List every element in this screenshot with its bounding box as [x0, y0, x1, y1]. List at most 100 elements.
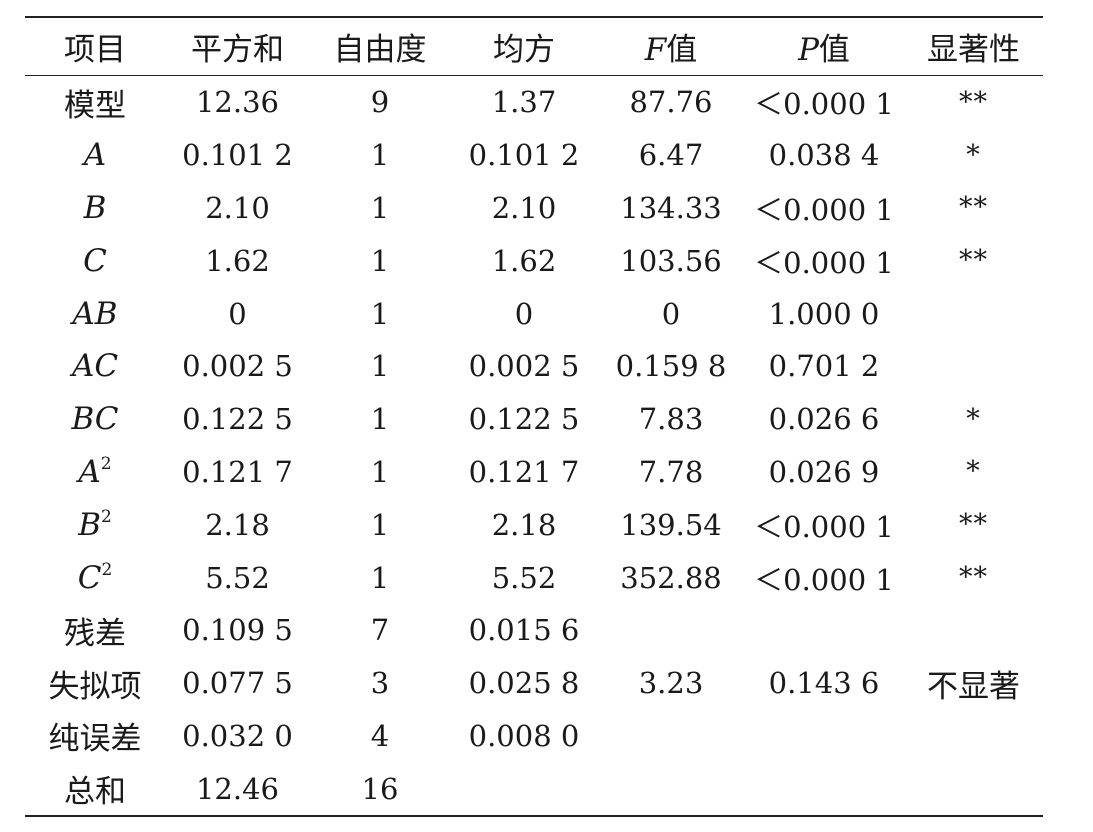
cell-f-value: 103.56: [620, 243, 722, 278]
cell-df: 1: [370, 243, 390, 278]
cell-df: 1: [370, 454, 390, 489]
cell-p-value: 0.038 4: [768, 138, 880, 173]
row-label-exponent: 2: [101, 559, 113, 580]
cell-significance: *: [966, 403, 981, 435]
cell-f-value: 0: [661, 296, 681, 331]
cell-p-value: ＜0.000 1: [754, 87, 894, 122]
row-label-text: AC: [71, 348, 119, 385]
cell-f-value: 134.33: [620, 190, 722, 225]
row-label-text: C: [83, 242, 107, 279]
cell-significance: 不显著: [927, 668, 1020, 705]
table-row: AB 0 1 0 0 1.000 0: [25, 287, 1043, 340]
table-row: C 1.62 1 1.62 103.56 ＜0.000 1 **: [25, 234, 1043, 287]
header-df: 自由度: [333, 32, 427, 68]
cell-f-value: [598, 710, 744, 763]
cell-sum-of-squares: 1.62: [205, 243, 270, 278]
row-label: 失拟项: [25, 657, 165, 710]
row-label-text: 模型: [64, 87, 126, 124]
cell-df: 1: [370, 560, 390, 595]
cell-f-value: [598, 762, 744, 816]
row-label-text: A: [78, 453, 101, 490]
row-label-exponent: 2: [100, 453, 112, 474]
row-label: C: [25, 234, 165, 287]
cell-sum-of-squares: 2.18: [205, 507, 270, 542]
cell-df: 7: [370, 613, 390, 648]
table-row: AC 0.002 5 1 0.002 5 0.159 8 0.701 2: [25, 340, 1043, 393]
cell-f-value: 352.88: [620, 560, 722, 595]
cell-df: 16: [361, 771, 399, 806]
cell-df: 1: [370, 190, 390, 225]
cell-f-value: 139.54: [620, 507, 722, 542]
row-label: AB: [25, 287, 165, 340]
cell-sum-of-squares: 12.36: [195, 85, 280, 120]
cell-f-value: 87.76: [629, 85, 713, 120]
header-sum-of-squares: 平方和: [191, 32, 284, 68]
cell-sum-of-squares: 2.10: [205, 190, 270, 225]
table-row: BC 0.122 5 1 0.122 5 7.83 0.026 6 *: [25, 393, 1043, 446]
row-label-text: B: [83, 189, 107, 226]
cell-significance: *: [966, 139, 981, 171]
cell-p-value: ＜0.000 1: [754, 192, 894, 227]
row-label-text: 总和: [64, 774, 126, 811]
anova-table: 项目 平方和 自由度 均方 F值 P值 显著性 模型 12.36 9 1.37 87.7…: [25, 16, 1043, 817]
cell-mean-square: 0.002 5: [468, 349, 580, 384]
cell-f-value: 7.78: [638, 454, 704, 489]
table-row: 残差 0.109 5 7 0.015 6: [25, 604, 1043, 657]
table-row: 纯误差 0.032 0 4 0.008 0: [25, 710, 1043, 763]
cell-df: 1: [370, 296, 390, 331]
cell-mean-square: [450, 762, 598, 816]
cell-mean-square: 2.10: [491, 190, 557, 225]
cell-p-value: [744, 604, 904, 657]
cell-df: 9: [370, 85, 390, 120]
table-body: 模型 12.36 9 1.37 87.76 ＜0.000 1 ** A 0.101 2 1 0.10…: [25, 76, 1043, 817]
cell-mean-square: 0.122 5: [468, 402, 580, 437]
table-row: A2 0.121 7 1 0.121 7 7.78 0.026 9 *: [25, 446, 1043, 499]
cell-significance: [904, 710, 1043, 763]
cell-sum-of-squares: 0.101 2: [182, 138, 293, 173]
table-row: 模型 12.36 9 1.37 87.76 ＜0.000 1 **: [25, 76, 1043, 129]
table-row: 失拟项 0.077 5 3 0.025 8 3.23 0.143 6 不显著: [25, 657, 1043, 710]
row-label-text: C: [77, 559, 102, 596]
cell-sum-of-squares: 0.032 0: [182, 718, 293, 753]
cell-mean-square: 0.008 0: [468, 718, 580, 753]
cell-f-value: [598, 604, 744, 657]
header-significance: 显著性: [927, 32, 1020, 68]
cell-significance: [904, 762, 1043, 816]
cell-df: 1: [370, 402, 390, 437]
cell-sum-of-squares: 0.109 5: [182, 613, 293, 648]
table-row: C2 5.52 1 5.52 352.88 ＜0.000 1 **: [25, 551, 1043, 604]
row-label: 纯误差: [25, 710, 165, 763]
row-label: A2: [25, 446, 165, 499]
cell-significance: [904, 604, 1043, 657]
header-item: 项目: [64, 32, 126, 68]
row-label-text: A: [83, 137, 107, 174]
cell-sum-of-squares: 5.52: [205, 560, 270, 595]
row-label: A: [25, 129, 165, 182]
cell-sum-of-squares: 12.46: [195, 771, 280, 806]
cell-mean-square: 0.101 2: [468, 138, 580, 173]
cell-p-value: ＜0.000 1: [754, 562, 894, 597]
table-row: A 0.101 2 1 0.101 2 6.47 0.038 4 *: [25, 129, 1043, 182]
cell-sum-of-squares: 0.002 5: [182, 349, 293, 384]
cell-df: 4: [370, 718, 390, 753]
cell-mean-square: 0.025 8: [468, 666, 580, 701]
cell-df: 1: [370, 349, 390, 384]
row-label: B2: [25, 498, 165, 551]
header-f-suffix: 值: [666, 32, 698, 68]
row-label-exponent: 2: [100, 506, 112, 527]
header-p-value: P值: [744, 17, 904, 76]
row-label: 模型: [25, 76, 165, 129]
anova-table-container: 项目 平方和 自由度 均方 F值 P值 显著性 模型 12.36 9 1.37 87.7…: [25, 16, 1043, 817]
cell-sum-of-squares: 0.122 5: [182, 402, 293, 437]
cell-f-value: 7.83: [638, 402, 704, 437]
row-label: 残差: [25, 604, 165, 657]
header-p-suffix: 值: [818, 32, 850, 68]
row-label: AC: [25, 340, 165, 393]
cell-p-value: 0.701 2: [768, 349, 880, 384]
row-label: BC: [25, 393, 165, 446]
cell-p-value: 0.026 9: [768, 454, 880, 489]
header-row: 项目 平方和 自由度 均方 F值 P值 显著性: [25, 17, 1043, 76]
cell-significance: [904, 340, 1043, 393]
cell-sum-of-squares: 0.121 7: [182, 454, 293, 489]
cell-sum-of-squares: 0: [228, 296, 247, 331]
